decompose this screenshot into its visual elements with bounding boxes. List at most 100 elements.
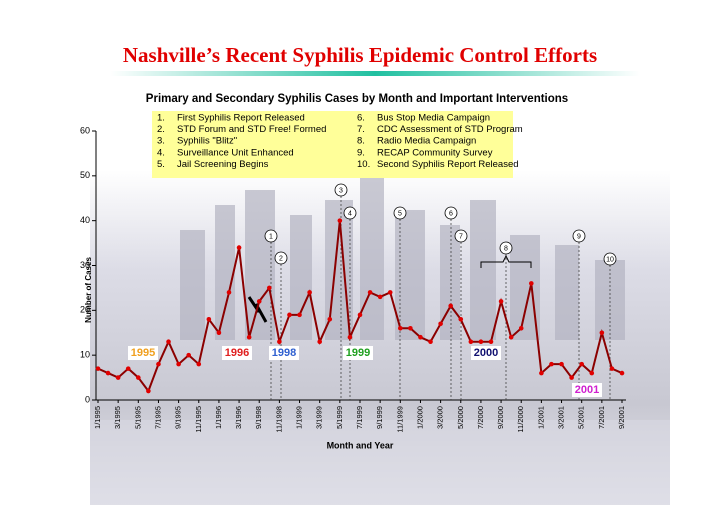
point	[327, 317, 333, 322]
intervention-text: Syphilis "Blitz"	[177, 136, 237, 147]
point	[478, 339, 484, 345]
marker-label: 1	[269, 233, 273, 240]
year-label-bg	[222, 346, 252, 360]
point	[347, 334, 353, 340]
chart-title: Primary and Secondary Syphilis Cases by …	[146, 93, 568, 105]
x-tick-label: 5/1995	[133, 406, 142, 429]
point	[619, 370, 625, 376]
marker-circle	[454, 229, 468, 243]
year-label-bg	[343, 346, 373, 360]
point	[337, 218, 343, 223]
point	[549, 361, 554, 367]
point	[589, 370, 595, 376]
point	[287, 312, 292, 318]
intervention-text: RECAP Community Survey	[377, 147, 493, 158]
point	[559, 361, 564, 367]
x-tick-label: 7/1999	[355, 406, 364, 429]
year-label: 1996	[225, 347, 249, 359]
year-label-bg	[471, 346, 501, 360]
point	[206, 317, 212, 322]
x-tick-label: 1/2001	[536, 406, 545, 429]
point	[529, 281, 534, 286]
marker-circle	[572, 229, 586, 243]
point	[508, 334, 514, 340]
x-axis-label: Month and Year	[327, 440, 394, 450]
y-axis-label: Number of Cases	[84, 257, 93, 323]
year-label-bg	[572, 383, 602, 397]
point	[196, 361, 202, 367]
x-tick-label: 7/2001	[597, 406, 606, 429]
point	[246, 334, 252, 340]
point	[115, 375, 121, 380]
intervention-text: First Syphilis Report Released	[177, 113, 305, 124]
marker-label: 4	[348, 210, 352, 217]
point	[277, 339, 282, 345]
y-tick-label: 50	[80, 170, 90, 180]
x-tick-label: 1/1999	[295, 406, 304, 429]
x-tick-label: 3/1995	[113, 406, 122, 429]
point	[609, 366, 615, 371]
intervention-text: Bus Stop Media Campaign	[377, 113, 490, 124]
year-label: 2001	[575, 384, 599, 396]
intervention-text: Surveillance Unit Enhanced	[177, 147, 294, 158]
point	[357, 312, 363, 318]
point	[418, 334, 423, 340]
point	[146, 388, 151, 394]
y-tick-label: 10	[80, 350, 90, 360]
x-tick-label: 11/1998	[274, 406, 283, 433]
brace	[480, 254, 532, 268]
x-tick-label: 9/1999	[375, 406, 384, 429]
x-tick-label: 9/2001	[617, 406, 626, 429]
point	[387, 290, 393, 295]
point	[458, 317, 464, 322]
x-tick-label: 11/2000	[516, 406, 525, 433]
x-tick-label: 9/2000	[496, 406, 505, 429]
intervention-number: 8.	[357, 136, 365, 147]
x-tick-label: 11/1999	[395, 406, 404, 433]
x-tick-label: 1/2000	[415, 406, 424, 429]
point	[398, 325, 403, 331]
point	[599, 330, 605, 336]
intervention-number: 6.	[357, 113, 365, 124]
year-label: 1999	[346, 347, 370, 359]
x-tick-label: 7/1995	[153, 406, 162, 429]
y-tick-label: 40	[80, 215, 90, 225]
y-tick-label: 60	[80, 125, 90, 135]
intervention-number: 9.	[357, 147, 365, 158]
point	[377, 294, 383, 300]
marker-circle	[343, 206, 357, 220]
intervention-text: Jail Screening Begins	[177, 159, 269, 170]
point	[367, 290, 373, 295]
x-tick-label: 3/2001	[557, 406, 566, 429]
intervention-number: 5.	[157, 159, 165, 170]
intervention-text: STD Forum and STD Free! Formed	[177, 124, 326, 135]
background	[90, 170, 670, 505]
marker-circle	[274, 251, 288, 265]
x-tick-label: 11/1995	[194, 406, 203, 433]
marker-circle	[264, 229, 278, 243]
point	[236, 245, 242, 250]
marker-circle	[334, 183, 348, 197]
x-tick-label: 3/1999	[315, 406, 324, 429]
x-tick-label: 1/1996	[214, 406, 223, 429]
x-tick-label: 9/1995	[174, 406, 183, 429]
y-tick-label: 0	[85, 394, 90, 404]
intervention-number: 10.	[357, 159, 370, 170]
point	[256, 299, 262, 304]
marker-circle	[393, 206, 407, 220]
marker-label: 8	[504, 245, 508, 252]
marker-circle	[444, 206, 458, 220]
point	[166, 339, 171, 345]
slide-title: Nashville’s Recent Syphilis Epidemic Con…	[123, 43, 597, 67]
marker-label: 6	[449, 210, 453, 217]
x-tick-label: 9/1998	[254, 406, 263, 429]
marker-label: 5	[398, 210, 402, 217]
marker-label: 9	[577, 233, 581, 240]
year-label: 2000	[474, 347, 498, 359]
point	[176, 361, 181, 367]
intervention-box	[152, 111, 513, 178]
intervention-number: 7.	[357, 124, 365, 135]
x-tick-label: 7/2000	[476, 406, 485, 429]
point	[136, 375, 141, 380]
